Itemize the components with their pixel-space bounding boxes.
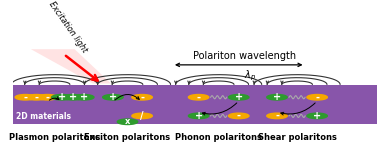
Text: -: - xyxy=(34,92,38,102)
Circle shape xyxy=(267,94,287,100)
Circle shape xyxy=(267,113,287,119)
Circle shape xyxy=(132,113,152,119)
Text: +: + xyxy=(313,111,321,121)
Text: +: + xyxy=(235,92,243,102)
Text: +: + xyxy=(80,92,88,102)
Circle shape xyxy=(117,119,138,125)
Circle shape xyxy=(188,94,209,100)
Circle shape xyxy=(132,94,152,100)
Circle shape xyxy=(103,94,123,100)
Text: Exciton polaritons: Exciton polaritons xyxy=(84,133,170,142)
Text: x: x xyxy=(125,117,130,126)
Circle shape xyxy=(26,94,46,100)
Circle shape xyxy=(229,113,249,119)
Text: -: - xyxy=(197,92,201,102)
Circle shape xyxy=(15,94,36,100)
Text: -: - xyxy=(237,111,241,121)
Text: -: - xyxy=(275,111,279,121)
Text: +: + xyxy=(195,111,203,121)
Text: Phonon polaritons: Phonon polaritons xyxy=(175,133,262,142)
Polygon shape xyxy=(31,49,111,84)
Circle shape xyxy=(229,94,249,100)
Text: Shear polaritons: Shear polaritons xyxy=(258,133,336,142)
Text: -: - xyxy=(315,92,319,102)
Circle shape xyxy=(63,94,83,100)
Text: +: + xyxy=(58,92,66,102)
Text: -: - xyxy=(140,92,144,102)
Text: /: / xyxy=(140,111,144,121)
Text: 2D materials: 2D materials xyxy=(16,112,71,121)
Text: -: - xyxy=(45,92,49,102)
Text: $\lambda_p$: $\lambda_p$ xyxy=(243,69,256,83)
Text: Polariton wavelength: Polariton wavelength xyxy=(193,51,296,61)
Text: +: + xyxy=(273,92,281,102)
Text: +: + xyxy=(109,92,117,102)
Circle shape xyxy=(37,94,57,100)
Circle shape xyxy=(188,113,209,119)
Text: -: - xyxy=(23,92,27,102)
Circle shape xyxy=(74,94,94,100)
FancyBboxPatch shape xyxy=(12,85,377,124)
Circle shape xyxy=(307,94,327,100)
Text: Plasmon polaritons: Plasmon polaritons xyxy=(9,133,100,142)
Text: Excitation light: Excitation light xyxy=(47,0,89,54)
Circle shape xyxy=(307,113,327,119)
Text: +: + xyxy=(69,92,77,102)
Circle shape xyxy=(52,94,72,100)
